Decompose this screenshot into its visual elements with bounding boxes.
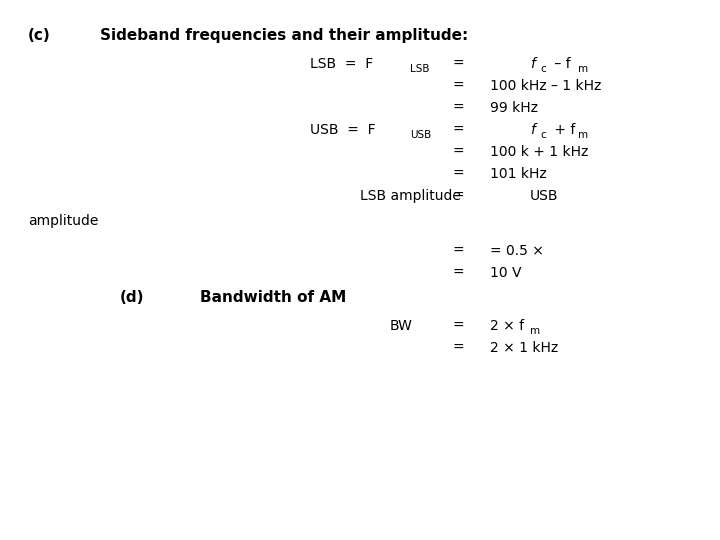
Text: = 0.5 ×: = 0.5 × <box>490 244 544 258</box>
Text: 100 k + 1 kHz: 100 k + 1 kHz <box>490 145 588 159</box>
Text: m: m <box>578 130 588 140</box>
Text: + f: + f <box>550 123 575 137</box>
Text: =: = <box>453 266 464 280</box>
Text: 100 kHz – 1 kHz: 100 kHz – 1 kHz <box>490 79 601 93</box>
Text: (d): (d) <box>120 290 145 305</box>
Text: 2 × 1 kHz: 2 × 1 kHz <box>490 341 558 355</box>
Text: =: = <box>453 341 464 355</box>
Text: LSB amplitude: LSB amplitude <box>360 189 461 203</box>
Text: =: = <box>453 123 464 137</box>
Text: BW: BW <box>390 319 413 333</box>
Text: f: f <box>530 123 535 137</box>
Text: 101 kHz: 101 kHz <box>490 167 546 181</box>
Text: Bandwidth of AM: Bandwidth of AM <box>200 290 346 305</box>
Text: m: m <box>530 326 540 336</box>
Text: =: = <box>453 167 464 181</box>
Text: =: = <box>453 189 464 203</box>
Text: =: = <box>453 244 464 258</box>
Text: =: = <box>453 319 464 333</box>
Text: =: = <box>453 57 464 71</box>
Text: 10 V: 10 V <box>490 266 521 280</box>
Text: USB  =  F: USB = F <box>310 123 376 137</box>
Text: f: f <box>530 57 535 71</box>
Text: – f: – f <box>550 57 571 71</box>
Text: (c): (c) <box>28 28 50 43</box>
Text: c: c <box>540 64 546 74</box>
Text: =: = <box>453 101 464 115</box>
Text: =: = <box>453 145 464 159</box>
Text: USB: USB <box>410 130 431 140</box>
Text: USB: USB <box>530 189 559 203</box>
Text: LSB: LSB <box>410 64 430 74</box>
Text: LSB  =  F: LSB = F <box>310 57 373 71</box>
Text: Sideband frequencies and their amplitude:: Sideband frequencies and their amplitude… <box>100 28 468 43</box>
Text: m: m <box>578 64 588 74</box>
Text: 2 × f: 2 × f <box>490 319 524 333</box>
Text: =: = <box>453 79 464 93</box>
Text: amplitude: amplitude <box>28 214 99 228</box>
Text: 99 kHz: 99 kHz <box>490 101 538 115</box>
Text: c: c <box>540 130 546 140</box>
